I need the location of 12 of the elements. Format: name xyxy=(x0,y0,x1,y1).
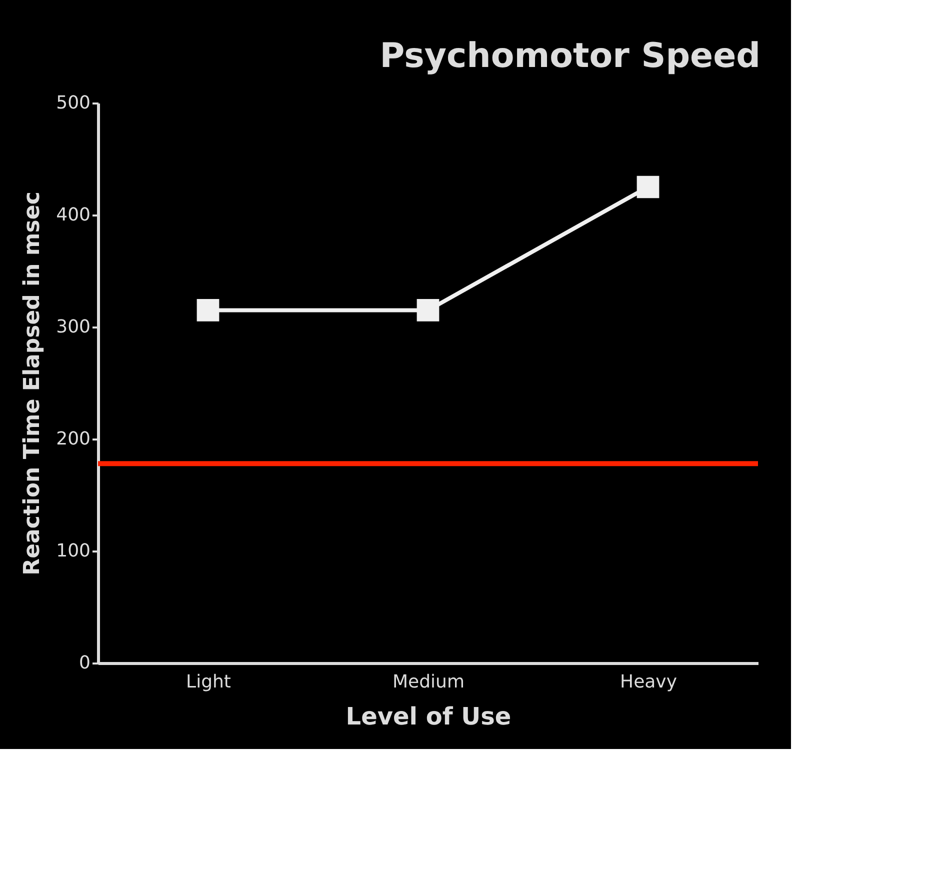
chart-title: Psychomotor Speed xyxy=(380,36,760,76)
y-tick-label: 400 xyxy=(56,204,90,226)
x-tick-label: Light xyxy=(186,672,231,692)
x-tick-label: Heavy xyxy=(620,672,678,692)
x-axis-title: Level of Use xyxy=(346,702,512,730)
x-tick-label: Medium xyxy=(392,672,464,692)
y-tick-label: 200 xyxy=(56,428,90,450)
y-tick-label: 0 xyxy=(79,652,90,674)
y-tick-label: 100 xyxy=(56,540,90,562)
y-axis-title: Reaction Time Elapsed in msec xyxy=(20,192,46,576)
y-tick-label: 300 xyxy=(56,316,90,338)
y-tick-label: 500 xyxy=(56,92,90,114)
